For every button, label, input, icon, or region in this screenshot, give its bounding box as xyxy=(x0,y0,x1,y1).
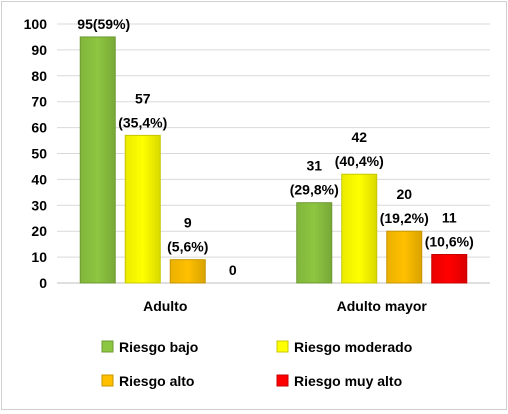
legend-swatch-riesgo-alto xyxy=(101,374,114,387)
legend-label-riesgo-muy-alto: Riesgo muy alto xyxy=(294,373,402,389)
data-label: 31 xyxy=(306,158,322,174)
data-label: 11 xyxy=(442,210,457,226)
y-tick-label-20: 20 xyxy=(31,223,47,239)
legend-label-riesgo-alto: Riesgo alto xyxy=(119,373,194,389)
y-tick-label-90: 90 xyxy=(31,42,47,58)
data-label: 42 xyxy=(351,129,367,145)
data-label: (40,4%) xyxy=(335,153,384,169)
x-tick-label: Adulto mayor xyxy=(337,298,428,314)
data-label: (29,8%) xyxy=(290,182,339,198)
y-tick-label-40: 40 xyxy=(31,171,47,187)
bar-adulto-mayor-riesgo-alto[interactable] xyxy=(386,230,423,284)
y-tick-label-80: 80 xyxy=(31,68,47,84)
legend-label-riesgo-moderado: Riesgo moderado xyxy=(294,339,412,355)
data-label: 9 xyxy=(184,215,192,231)
legend-swatch-riesgo-muy-alto xyxy=(276,374,289,387)
bar-adulto-riesgo-bajo[interactable] xyxy=(79,36,116,284)
bar-adulto-riesgo-alto[interactable] xyxy=(169,259,206,284)
data-label: 0 xyxy=(229,262,237,278)
legend-label-riesgo-bajo: Riesgo bajo xyxy=(119,339,198,355)
data-label: 20 xyxy=(396,186,412,202)
x-tick-label: Adulto xyxy=(143,298,187,314)
bar-adulto-riesgo-moderado[interactable] xyxy=(124,134,161,284)
bar-chart: 0 10 20 30 40 50 60 70 80 90 100 95(59%) 57 (35,4%) 9 (… xyxy=(24,16,490,389)
data-label: (35,4%) xyxy=(118,114,167,130)
bar-adulto-mayor-riesgo-muy-alto[interactable] xyxy=(431,254,468,284)
y-tick-label-70: 70 xyxy=(31,94,47,110)
data-label: 57 xyxy=(135,90,151,106)
y-tick-label-10: 10 xyxy=(31,249,47,265)
y-tick-label-30: 30 xyxy=(31,197,47,213)
y-tick-label-50: 50 xyxy=(31,146,47,162)
legend-swatch-riesgo-bajo xyxy=(101,340,114,353)
bar-adulto-mayor-riesgo-bajo[interactable] xyxy=(296,202,333,284)
y-tick-label-60: 60 xyxy=(31,120,47,136)
data-label: 95(59%) xyxy=(77,16,130,32)
y-tick-label-0: 0 xyxy=(39,275,47,291)
data-label: (5,6%) xyxy=(167,239,208,255)
y-tick-label-100: 100 xyxy=(24,16,48,32)
legend-swatch-riesgo-moderado xyxy=(276,340,289,353)
data-label: (10,6%) xyxy=(425,234,474,250)
data-label: (19,2%) xyxy=(380,210,429,226)
bar-adulto-mayor-riesgo-moderado[interactable] xyxy=(341,173,378,284)
